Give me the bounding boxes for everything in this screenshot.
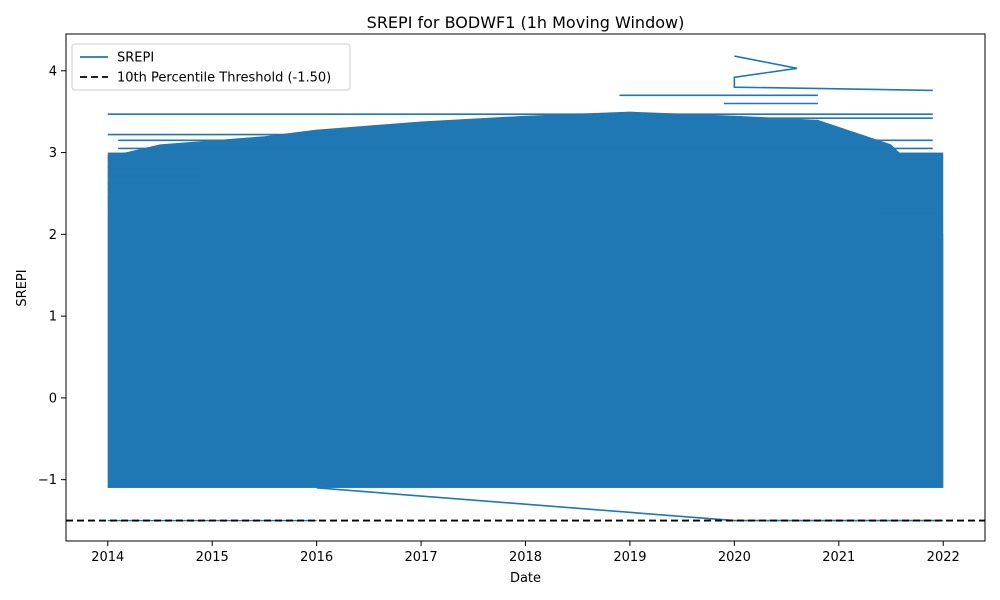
x-tick-label-3: 2017: [405, 550, 438, 565]
x-tick-label-6: 2020: [718, 550, 751, 565]
legend-label-srepi: SREPI: [117, 51, 154, 66]
legend-label-threshold: 10th Percentile Threshold (-1.50): [117, 71, 331, 86]
series-srepi-floor-line: [316, 487, 944, 522]
series-srepi-spikes: [733, 55, 933, 92]
x-tick-label-0: 2014: [91, 550, 124, 565]
y-tick-label-2: 1: [49, 310, 57, 325]
y-tick-label-0: −1: [38, 473, 57, 488]
y-axis: −1 0 1 2 3 4: [38, 64, 66, 488]
x-axis: 2014 2015 2016 2017 2018 2019 2020 2021 2022: [91, 541, 960, 565]
plot-area: [66, 55, 985, 522]
y-tick-label-5: 4: [49, 64, 57, 79]
x-tick-label-1: 2015: [196, 550, 229, 565]
x-tick-label-2: 2016: [300, 550, 333, 565]
series-srepi-envelope: [107, 111, 944, 488]
legend-box: [71, 43, 351, 91]
x-tick-label-4: 2018: [509, 550, 542, 565]
y-tick-label-4: 3: [49, 146, 57, 161]
x-tick-label-5: 2019: [613, 550, 646, 565]
y-axis-label: SREPI: [15, 269, 30, 306]
y-tick-label-3: 2: [49, 228, 57, 243]
chart-title: SREPI for BODWF1 (1h Moving Window): [367, 13, 685, 32]
x-tick-label-7: 2021: [822, 550, 855, 565]
x-axis-label: Date: [510, 571, 541, 586]
x-tick-label-8: 2022: [927, 550, 960, 565]
series-srepi: [107, 55, 944, 522]
legend: SREPI 10th Percentile Threshold (-1.50): [71, 43, 351, 91]
y-tick-label-1: 0: [49, 391, 57, 406]
